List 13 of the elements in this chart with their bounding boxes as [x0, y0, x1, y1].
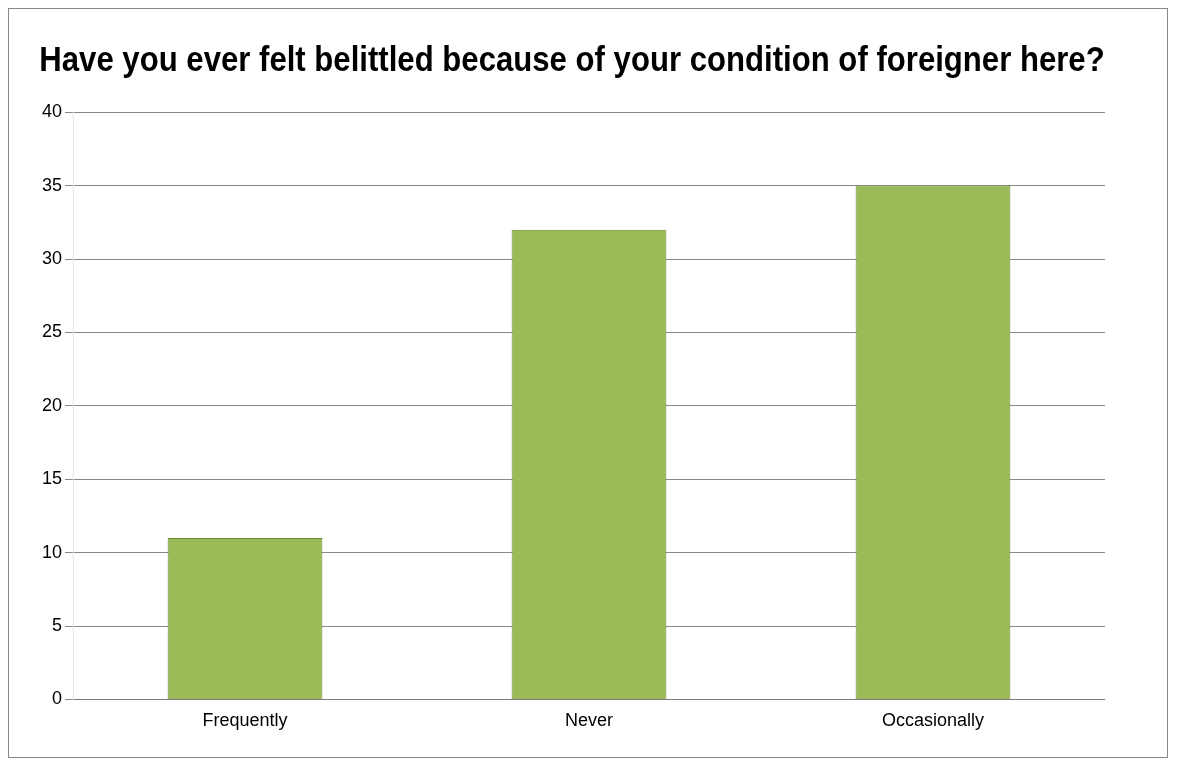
- y-tick-label: 10: [41, 541, 63, 562]
- y-tick-label: 15: [41, 468, 63, 489]
- chart-title: Have you ever felt belittled because of your condition of foreigner here?: [39, 38, 1105, 79]
- x-tick-label: Occasionally: [881, 710, 985, 731]
- y-tick-label: 0: [52, 688, 63, 709]
- y-tick-label: 30: [41, 247, 63, 268]
- y-tick-label: 5: [52, 614, 63, 635]
- y-tick-label: 25: [41, 321, 63, 342]
- x-tick-label: Never: [565, 710, 614, 731]
- y-tick-label: 40: [41, 101, 63, 122]
- y-tick-label: 20: [41, 394, 63, 415]
- y-tick-label: 35: [41, 174, 63, 195]
- x-tick-label: Frequently: [202, 710, 288, 731]
